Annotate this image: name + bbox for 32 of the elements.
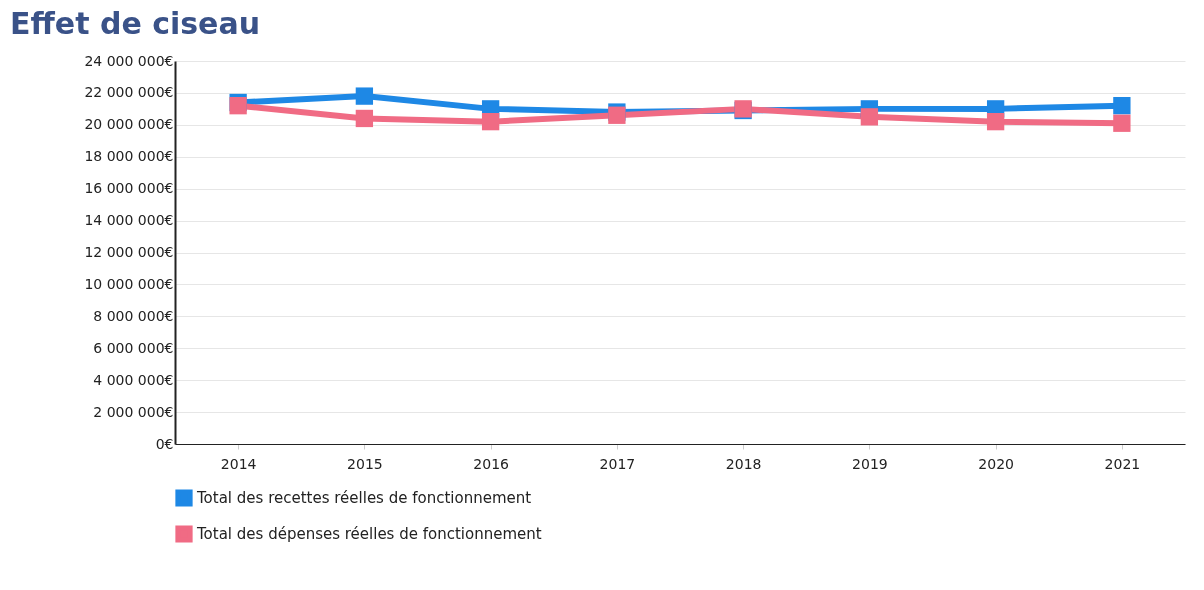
y-tick-label: 10 000 000€ (84, 275, 174, 292)
point (1113, 114, 1131, 132)
y-tick-label: 18 000 000€ (84, 148, 174, 165)
x-tick-label: 2014 (220, 455, 257, 472)
point (986, 112, 1005, 131)
y-tick-label: 8 000 000€ (93, 307, 174, 324)
y-tick-label: 0€ (155, 435, 174, 452)
y-tick-label: 4 000 000€ (93, 371, 174, 388)
y-tick-label: 22 000 000€ (84, 84, 174, 101)
y-tick-label: 2 000 000€ (93, 403, 174, 420)
x-tick-label: 2017 (599, 455, 636, 472)
x-tick-label: 2019 (852, 455, 888, 472)
y-tick-label: 24 000 000€ (84, 52, 174, 69)
point (355, 109, 374, 128)
point (481, 112, 500, 131)
point (229, 97, 247, 115)
y-tick-label: 16 000 000€ (84, 180, 174, 197)
x-tick-label: 2020 (978, 455, 1014, 472)
x-tick-label: 2021 (1104, 455, 1141, 472)
point (860, 108, 879, 126)
legend-label: Total des recettes réelles de fonctionnement (196, 489, 532, 507)
legend-label: Total des dépenses réelles de fonctionnement (196, 525, 542, 543)
point (355, 87, 374, 105)
y-tick-label: 20 000 000€ (84, 116, 174, 133)
chart-title: Effet de ciseau (10, 6, 261, 41)
y-tick-label: 12 000 000€ (84, 244, 174, 260)
x-tick-label: 2016 (473, 455, 510, 472)
x-tick-label: 2018 (725, 455, 762, 472)
y-tick-label: 14 000 000€ (84, 212, 174, 229)
point (1113, 97, 1131, 115)
y-tick-label: 6 000 000€ (93, 339, 174, 356)
x-tick-label: 2015 (347, 455, 383, 472)
